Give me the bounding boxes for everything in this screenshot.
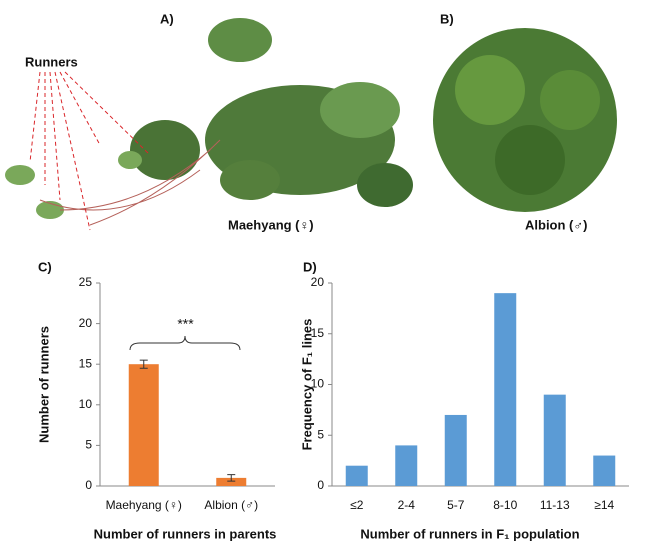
x-tick-label: 5-7 — [447, 498, 465, 512]
bar — [216, 477, 247, 486]
x-tick-label: 2-4 — [398, 498, 416, 512]
y-tick-label: 20 — [311, 275, 325, 289]
panel-label: B) — [440, 11, 454, 26]
panel-label: C) — [38, 259, 52, 274]
y-tick-label: 10 — [311, 377, 325, 391]
x-tick-label: 11-13 — [540, 498, 570, 512]
x-tick-label: Maehyang (♀) — [106, 498, 182, 512]
bar — [444, 414, 467, 486]
error-bar — [227, 474, 236, 482]
runners-label: Runners — [25, 54, 78, 69]
error-bar — [139, 359, 148, 369]
caption: Maehyang (♀) — [228, 217, 314, 232]
y-axis-label: Frequency of F₁ lines — [299, 319, 314, 451]
bar — [128, 364, 159, 486]
y-tick-label: 25 — [79, 275, 93, 289]
y-tick-label: 10 — [79, 397, 93, 411]
y-tick-label: 5 — [85, 438, 92, 452]
panel-label: D) — [303, 259, 317, 274]
y-tick-label: 20 — [79, 316, 93, 330]
significance-brace — [129, 335, 241, 351]
caption: Albion (♂) — [525, 217, 587, 232]
bar — [593, 455, 616, 486]
y-tick-label: 5 — [317, 427, 324, 441]
annotation: *** — [177, 316, 194, 332]
y-tick-label: 15 — [79, 356, 93, 370]
bar — [395, 445, 418, 486]
y-tick-label: 0 — [85, 478, 92, 492]
y-tick-label: 0 — [317, 478, 324, 492]
y-axis-label: Number of runners — [36, 326, 51, 443]
photo-maehyang — [5, 18, 413, 231]
x-axis-label: Number of runners in F₁ population — [360, 526, 579, 541]
x-tick-label: ≤2 — [350, 498, 364, 512]
x-tick-label: 8-10 — [493, 498, 517, 512]
y-tick-label: 15 — [311, 326, 325, 340]
x-tick-label: Albion (♂) — [204, 498, 258, 512]
x-tick-label: ≥14 — [594, 498, 614, 512]
bar — [543, 394, 566, 486]
bar — [345, 465, 368, 486]
panel-label: A) — [160, 11, 174, 26]
bar — [494, 293, 517, 486]
x-axis-label: Number of runners in parents — [94, 526, 277, 541]
photo-albion — [433, 28, 617, 212]
